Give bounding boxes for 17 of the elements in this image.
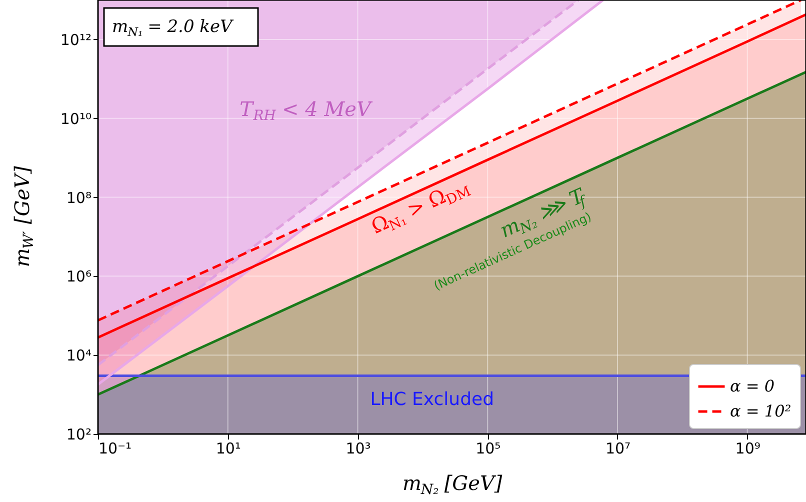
x-tick-label: 10¹ — [216, 440, 241, 458]
y-tick-label: 10¹² — [60, 30, 92, 49]
y-tick-label: 10² — [66, 426, 92, 444]
x-tick-label: 10⁹ — [735, 440, 760, 458]
x-tick-label: 10⁵ — [476, 440, 501, 458]
y-axis-title: mW′ [GeV] — [10, 166, 37, 268]
x-tick-label: 10⁻¹ — [98, 440, 132, 458]
annotation: ΩN₁ > ΩDM — [367, 184, 474, 238]
y-tick-label: 10¹⁰ — [60, 110, 92, 128]
legend-label: α = 10² — [730, 402, 792, 420]
legend-label: α = 0 — [730, 376, 775, 396]
x-tick-label: 10³ — [346, 440, 371, 458]
annotation: LHC Excluded — [370, 389, 494, 410]
y-tick-label: 10⁶ — [66, 268, 92, 286]
y-tick-label: 10⁴ — [66, 346, 92, 365]
y-tick-label: 10⁸ — [66, 188, 92, 207]
x-tick-label: 10⁷ — [605, 440, 631, 458]
